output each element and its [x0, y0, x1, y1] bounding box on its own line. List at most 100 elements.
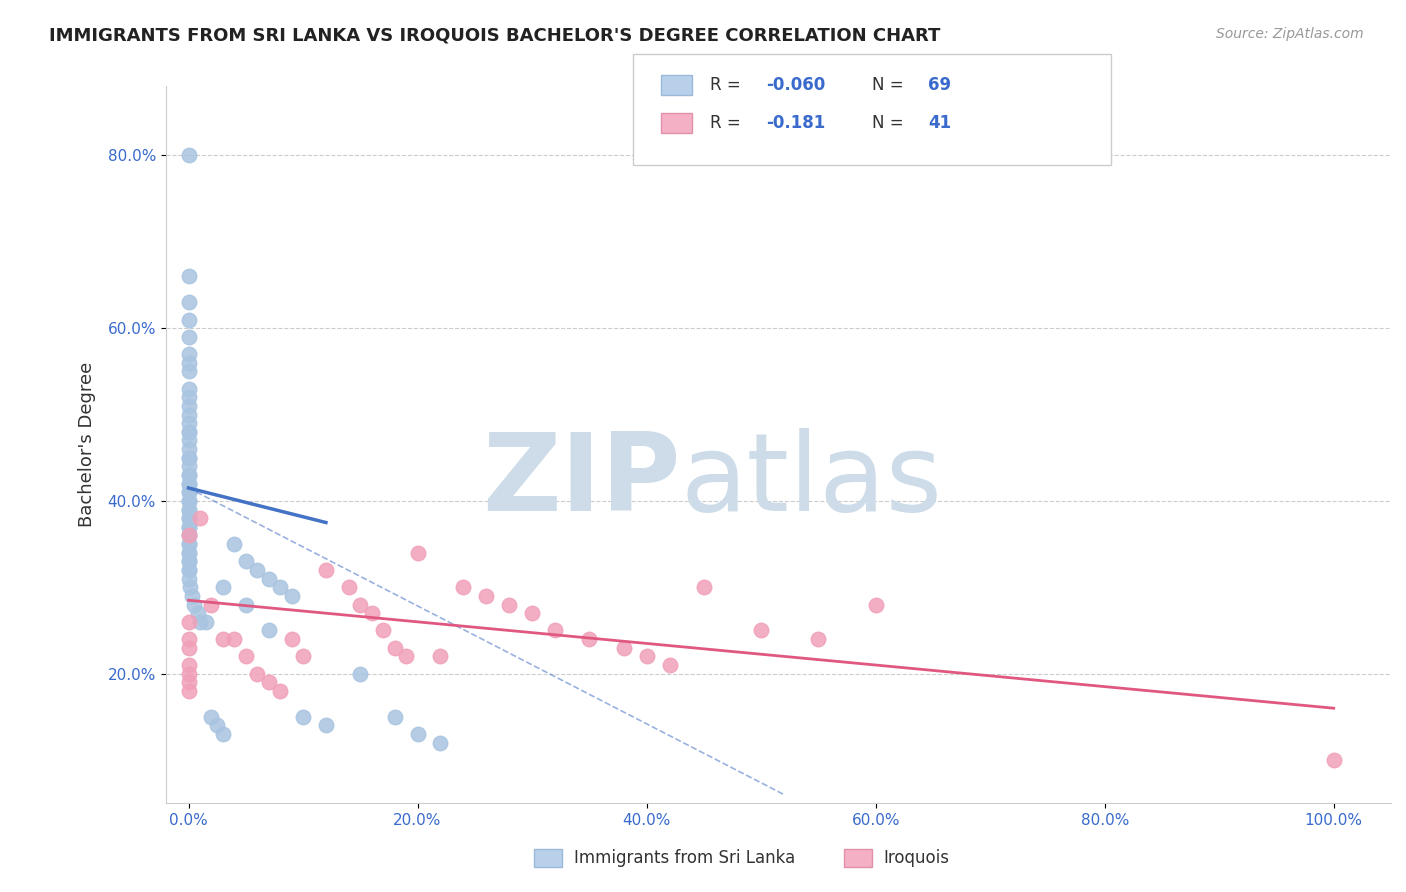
Point [636, 649, 658, 664]
Point [349, 598, 371, 612]
Text: IMMIGRANTS FROM SRI LANKA VS IROQUOIS BACHELOR'S DEGREE CORRELATION CHART: IMMIGRANTS FROM SRI LANKA VS IROQUOIS BA… [49, 27, 941, 45]
Point [200, 710, 222, 724]
Point [177, 408, 200, 422]
Point [337, 580, 360, 594]
Point [177, 554, 200, 568]
Point [865, 598, 887, 612]
Point [373, 624, 395, 638]
Point [177, 546, 200, 560]
Point [406, 546, 429, 560]
Point [384, 640, 406, 655]
Point [177, 666, 200, 681]
Point [177, 502, 200, 516]
Point [177, 330, 200, 344]
Point [177, 148, 200, 162]
Point [177, 476, 200, 491]
Point [177, 494, 200, 508]
Point [177, 554, 200, 568]
Point [406, 727, 429, 741]
Point [360, 606, 382, 620]
Point [453, 580, 475, 594]
Point [578, 632, 600, 646]
Text: Iroquois: Iroquois [883, 849, 949, 867]
Text: Immigrants from Sri Lanka: Immigrants from Sri Lanka [574, 849, 794, 867]
Point [212, 580, 235, 594]
Point [498, 598, 520, 612]
Point [807, 632, 830, 646]
Text: R =: R = [710, 114, 751, 132]
Point [177, 632, 200, 646]
Point [749, 624, 772, 638]
Point [177, 416, 200, 430]
Text: N =: N = [872, 114, 908, 132]
Point [235, 554, 257, 568]
Point [177, 563, 200, 577]
Point [269, 684, 291, 698]
Point [177, 658, 200, 673]
Point [177, 399, 200, 413]
Point [181, 589, 204, 603]
Point [177, 563, 200, 577]
Point [177, 511, 200, 525]
Point [315, 563, 337, 577]
Point [280, 632, 302, 646]
Point [194, 615, 217, 629]
Point [177, 347, 200, 361]
Point [177, 425, 200, 439]
Point [177, 450, 200, 465]
Point [177, 390, 200, 404]
Point [177, 546, 200, 560]
Point [177, 511, 200, 525]
Point [315, 718, 337, 732]
Point [235, 598, 257, 612]
Point [177, 675, 200, 690]
Point [177, 468, 200, 483]
Point [395, 649, 418, 664]
Text: -0.060: -0.060 [766, 76, 825, 94]
Point [292, 710, 315, 724]
Point [177, 434, 200, 448]
Point [1323, 753, 1346, 767]
Point [257, 675, 280, 690]
Text: -0.181: -0.181 [766, 114, 825, 132]
Point [179, 580, 201, 594]
Text: R =: R = [710, 76, 747, 94]
Point [224, 632, 246, 646]
Point [177, 537, 200, 551]
Point [188, 615, 211, 629]
Point [177, 312, 200, 326]
Point [177, 442, 200, 456]
Point [187, 606, 209, 620]
Y-axis label: Bachelor's Degree: Bachelor's Degree [79, 362, 96, 527]
Point [177, 520, 200, 534]
Point [177, 528, 200, 542]
Point [658, 658, 681, 673]
Point [177, 485, 200, 500]
Point [177, 528, 200, 542]
Point [429, 649, 451, 664]
Point [188, 511, 211, 525]
Text: N =: N = [872, 76, 908, 94]
Point [613, 640, 636, 655]
Point [177, 382, 200, 396]
Point [183, 598, 205, 612]
Point [177, 640, 200, 655]
Point [349, 666, 371, 681]
Point [177, 364, 200, 378]
Point [269, 580, 291, 594]
Point [257, 572, 280, 586]
Point [475, 589, 498, 603]
Text: 69: 69 [928, 76, 950, 94]
Point [177, 468, 200, 483]
Point [212, 632, 235, 646]
Point [177, 485, 200, 500]
Text: Source: ZipAtlas.com: Source: ZipAtlas.com [1216, 27, 1364, 41]
Point [177, 684, 200, 698]
Point [280, 589, 302, 603]
Point [235, 649, 257, 664]
Point [257, 624, 280, 638]
Point [177, 295, 200, 310]
Point [544, 624, 567, 638]
Point [246, 666, 269, 681]
Point [177, 450, 200, 465]
